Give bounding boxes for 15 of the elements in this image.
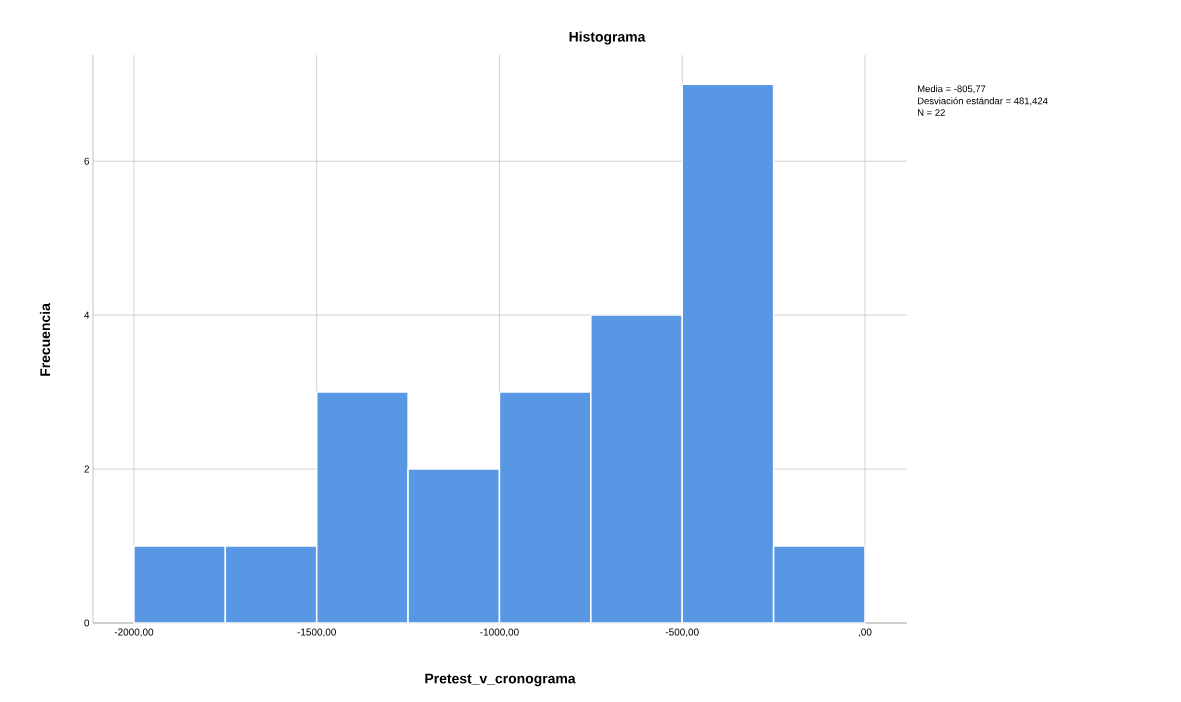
- x-tick-label: -2000,00: [114, 628, 154, 637]
- x-tick-label: -1500,00: [297, 628, 336, 637]
- x-tick-label: ,00: [858, 628, 872, 637]
- y-tick-label: 4: [84, 311, 90, 319]
- x-tick-label: -500,00: [665, 628, 699, 637]
- chart-title: Histograma: [569, 31, 646, 45]
- text: N = 22: [917, 109, 945, 116]
- y-tick-label: 2: [84, 465, 89, 473]
- text: Desviación estándar = 481,424: [917, 97, 1048, 106]
- x-axis-title: Pretest_v_cronograma: [425, 673, 576, 687]
- text: Media = -805,77: [917, 85, 986, 94]
- y-tick-label: 0: [84, 619, 90, 627]
- x-tick-label: -1000,00: [480, 628, 519, 637]
- y-axis-title: Frecuencia: [39, 303, 51, 376]
- y-tick-label: 6: [84, 157, 90, 165]
